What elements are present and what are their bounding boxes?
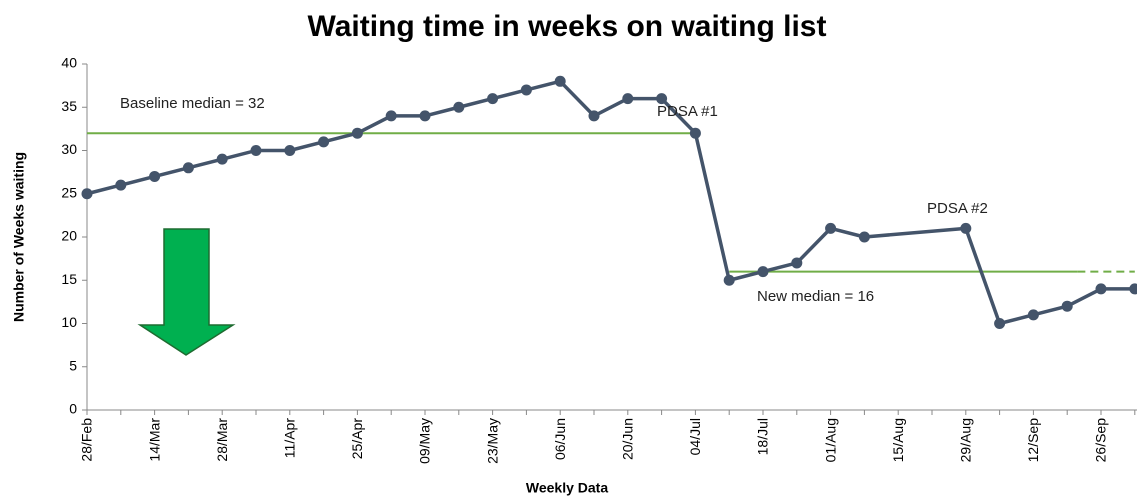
- x-axis-label: Weekly Data: [526, 480, 608, 496]
- x-tick-label: 25/Apr: [349, 418, 365, 460]
- x-tick-label: 18/Jul: [755, 418, 771, 455]
- data-point: [825, 222, 837, 234]
- data-point: [1095, 283, 1107, 295]
- data-point: [419, 110, 431, 122]
- x-tick-label: 09/May: [417, 418, 433, 464]
- data-point: [1061, 300, 1073, 312]
- data-point: [318, 136, 330, 148]
- series-line: [86, 79, 1135, 326]
- data-point: [994, 318, 1006, 329]
- data-point: [656, 93, 668, 105]
- x-tick-label: 29/Aug: [958, 418, 974, 462]
- x-tick-label: 11/Apr: [282, 418, 298, 459]
- x-tick-label: 01/Aug: [822, 418, 838, 462]
- y-tick-label: 20: [61, 228, 77, 244]
- data-point: [453, 101, 465, 113]
- x-tick-label: 12/Sep: [1025, 418, 1041, 463]
- data-point: [622, 93, 634, 105]
- data-point: [723, 274, 735, 286]
- down-arrow: [137, 228, 236, 356]
- data-point: [858, 231, 870, 243]
- x-tick-label: 14/Mar: [146, 418, 162, 462]
- data-point: [689, 127, 701, 139]
- data-point: [1027, 309, 1039, 321]
- x-tick-label: 28/Feb: [79, 418, 95, 462]
- x-tick-label: 04/Jul: [687, 418, 703, 455]
- y-tick-label: 15: [61, 271, 77, 287]
- data-point: [791, 257, 803, 269]
- data-point: [520, 84, 532, 96]
- data-point: [250, 145, 262, 156]
- x-tick-label: 20/Jun: [620, 418, 636, 460]
- data-point: [757, 266, 769, 278]
- data-point: [588, 110, 600, 122]
- annotation: PDSA #2: [927, 200, 988, 217]
- data-point: [487, 93, 499, 105]
- y-tick-label: 10: [61, 314, 77, 330]
- median-label: New median = 16: [757, 288, 874, 305]
- data-point: [351, 127, 363, 139]
- data-point: [115, 179, 127, 191]
- data-point: [284, 145, 296, 156]
- y-tick-label: 30: [61, 141, 77, 157]
- data-point: [216, 153, 228, 165]
- y-tick-label: 40: [61, 55, 77, 71]
- annotation: PDSA #1: [657, 103, 718, 120]
- y-tick-label: 5: [69, 357, 77, 373]
- y-axis-label: Number of Weeks waiting: [11, 152, 27, 322]
- data-point: [385, 110, 397, 122]
- y-tick-label: 35: [61, 98, 77, 114]
- x-tick-label: 23/May: [484, 418, 500, 464]
- data-point: [182, 162, 194, 174]
- x-tick-label: 26/Sep: [1093, 418, 1109, 463]
- x-tick-label: 15/Aug: [890, 418, 906, 462]
- data-point: [554, 75, 566, 87]
- median-label: Baseline median = 32: [120, 95, 265, 112]
- x-tick-label: 28/Mar: [214, 418, 230, 462]
- data-point: [960, 222, 972, 234]
- chart-title: Waiting time in weeks on waiting list: [308, 10, 827, 43]
- data-point: [1129, 283, 1137, 295]
- data-point: [149, 170, 161, 182]
- x-tick-label: 06/Jun: [552, 418, 568, 460]
- data-point: [81, 188, 93, 200]
- y-tick-label: 25: [61, 184, 77, 200]
- y-tick-label: 0: [69, 401, 77, 417]
